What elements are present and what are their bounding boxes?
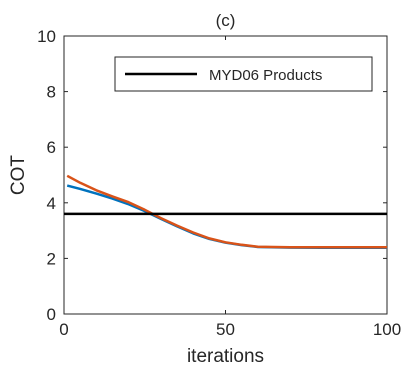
x-axis-label: iterations: [187, 346, 264, 367]
y-tick-label: 10: [37, 27, 56, 46]
y-tick-label: 6: [47, 138, 56, 157]
y-tick-label: 8: [47, 83, 56, 102]
y-tick-label: 2: [47, 249, 56, 268]
y-axis-label: COT: [8, 155, 29, 196]
series-line-0: [66, 184, 387, 250]
x-tick-label: 0: [59, 320, 68, 339]
legend-label-myd06: MYD06 Products: [209, 67, 322, 84]
legend: MYD06 Products: [114, 56, 373, 92]
y-tick-label: 4: [47, 194, 56, 213]
y-tick-label: 0: [47, 305, 56, 324]
x-tick-label: 100: [373, 320, 401, 339]
chart-title: (c): [216, 11, 236, 30]
x-tick-label: 50: [216, 320, 235, 339]
series-line-1: [66, 174, 387, 249]
